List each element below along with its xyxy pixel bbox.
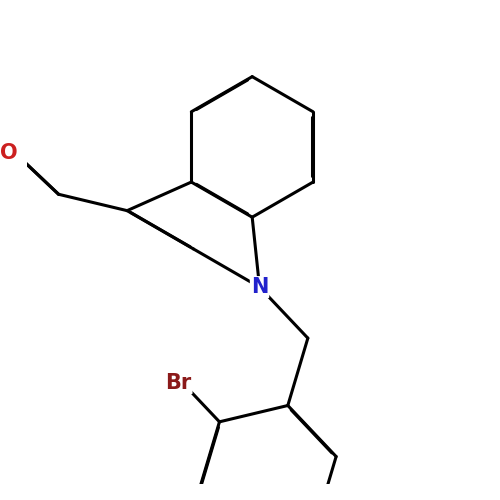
Text: Br: Br (166, 373, 192, 393)
Text: O: O (0, 143, 17, 163)
Text: N: N (251, 277, 268, 297)
